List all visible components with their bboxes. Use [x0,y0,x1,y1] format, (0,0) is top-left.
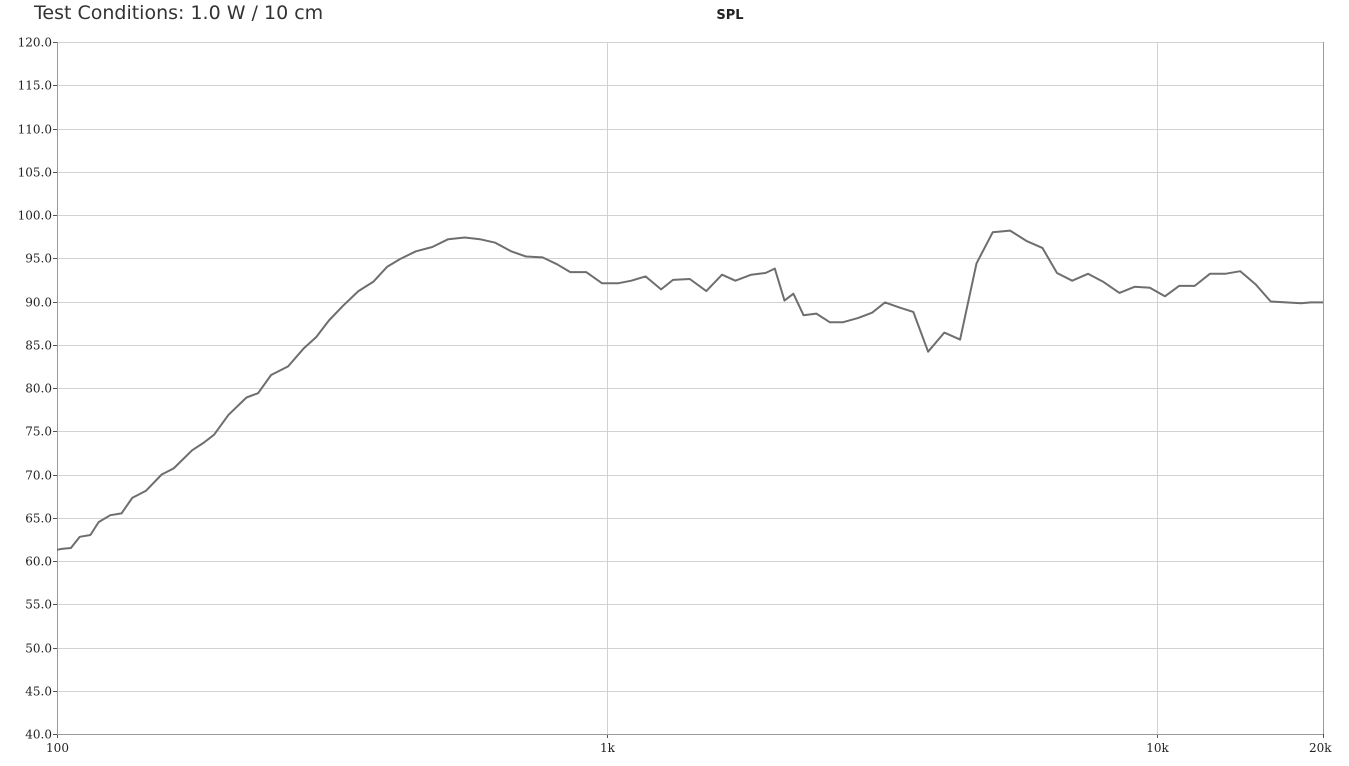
y-tick-label: 120.0 [18,36,52,50]
y-tick-label: 70.0 [25,469,52,483]
x-tick-label: 100 [46,741,69,755]
x-tick-label: 1k [600,741,616,755]
y-tick-label: 75.0 [25,425,52,439]
test-conditions-label: Test Conditions: 1.0 W / 10 cm [34,2,324,24]
y-tick-label: 90.0 [25,296,52,310]
tick-labels: 120.0 115.0 110.0 105.0 100.0 95.0 90.0 85.0 80.… [18,36,1333,756]
y-tick-label: 80.0 [25,382,52,396]
spl-series-line [56,229,1323,551]
y-tick-label: 95.0 [25,252,52,266]
series-layer [56,229,1323,551]
y-tick-label: 110.0 [18,123,52,137]
x-tick-label: 20k [1309,741,1332,755]
y-tick-label: 65.0 [25,512,52,526]
chart-title: SPL [716,8,744,23]
y-tick-label: 100.0 [18,209,52,223]
y-tick-label: 85.0 [25,339,52,353]
y-tick-label: 115.0 [18,79,52,93]
y-tick-label: 55.0 [25,598,52,612]
x-tick-label: 10k [1146,741,1169,755]
axes [53,42,1324,738]
grid [57,42,1324,735]
y-tick-label: 105.0 [18,166,52,180]
y-tick-label: 60.0 [25,555,52,569]
y-tick-label: 50.0 [25,642,52,656]
y-tick-label: 40.0 [25,728,52,742]
y-tick-label: 45.0 [25,685,52,699]
